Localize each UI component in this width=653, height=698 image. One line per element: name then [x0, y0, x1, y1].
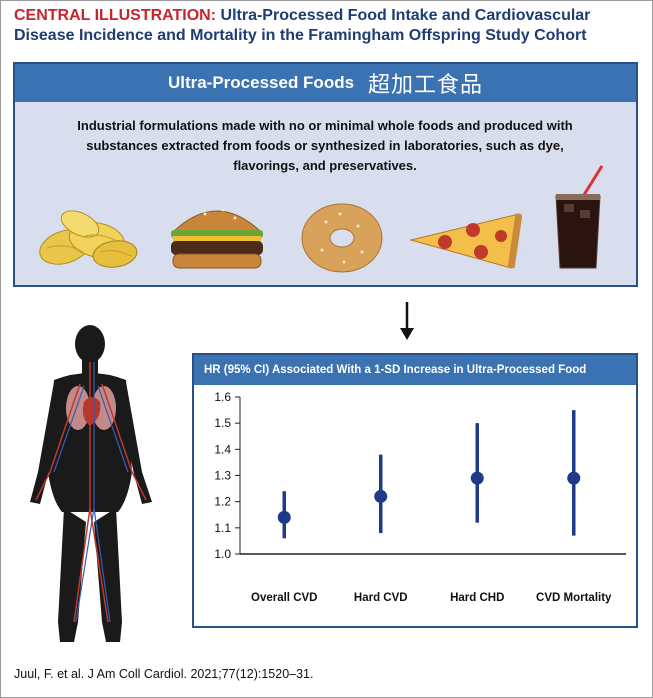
y-tick-label: 1.1 [214, 521, 231, 535]
upf-definition-text: Industrial formulations made with no or … [77, 118, 573, 173]
y-tick-label: 1.0 [214, 547, 231, 561]
soda-icon [555, 165, 604, 269]
y-tick-label: 1.4 [214, 442, 231, 456]
forest-plot: 1.0 1.1 1.2 1.3 1.4 1.5 1.6 Overall CVD Hard CV… [214, 390, 626, 604]
citation-text: Juul, F. et al. J Am Coll Cardiol. 2021;… [14, 667, 314, 681]
y-axis-ticks: 1.0 1.1 1.2 1.3 1.4 1.5 1.6 [214, 390, 240, 561]
forest-marks [277, 410, 581, 539]
forest-plot-panel: HR (95% CI) Associated With a 1-SD Incre… [192, 353, 638, 628]
y-tick-label: 1.3 [214, 469, 231, 483]
category-label: CVD Mortality [536, 592, 612, 604]
chart-title: HR (95% CI) Associated With a 1-SD Incre… [194, 355, 636, 385]
pizza-slice-icon [409, 213, 522, 269]
human-circulatory-figure-icon [30, 325, 152, 642]
ultra-processed-foods-panel: Ultra-Processed Foods 超加工食品 Industrial f… [13, 62, 638, 287]
category-label: Overall CVD [251, 592, 317, 604]
down-arrow-icon [400, 302, 414, 340]
upf-banner-title: Ultra-Processed Foods [167, 73, 355, 92]
hazard-ratio-point [470, 471, 484, 485]
illustration-title-text: Ultra-Processed Food Intake and Cardiova… [14, 7, 591, 44]
y-tick-label: 1.6 [214, 390, 231, 404]
central-illustration-title: CENTRAL ILLUSTRATION: Ultra-Processed Fo… [14, 6, 644, 46]
upf-banner-cjk: 超加工食品 [368, 72, 484, 97]
burger-icon [171, 208, 263, 269]
y-tick-label: 1.2 [214, 495, 231, 509]
category-labels: Overall CVD Hard CVD Hard CHD CVD Mortality [251, 592, 612, 604]
upf-banner: Ultra-Processed Foods 超加工食品 [15, 64, 636, 102]
chips-icon [39, 210, 138, 268]
hazard-ratio-point [567, 471, 581, 485]
hazard-ratio-point [374, 489, 388, 503]
central-illustration-label: CENTRAL ILLUSTRATION: [14, 7, 217, 24]
category-label: Hard CVD [354, 592, 408, 604]
y-tick-label: 1.5 [214, 416, 231, 430]
bagel-icon [301, 203, 383, 273]
category-label: Hard CHD [450, 592, 504, 604]
hazard-ratio-point [277, 510, 291, 524]
